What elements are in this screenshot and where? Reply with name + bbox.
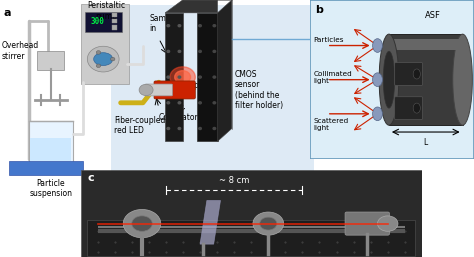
Text: Fiber-coupled
red LED: Fiber-coupled red LED: [114, 116, 166, 135]
Circle shape: [132, 216, 152, 231]
FancyBboxPatch shape: [81, 4, 128, 84]
Circle shape: [199, 102, 201, 104]
Text: Collimator: Collimator: [159, 113, 199, 122]
Text: Collimated
light: Collimated light: [314, 71, 353, 84]
FancyBboxPatch shape: [389, 34, 463, 125]
Circle shape: [87, 46, 119, 72]
Circle shape: [373, 39, 383, 52]
Circle shape: [213, 50, 216, 52]
Text: Overhead
stirrer: Overhead stirrer: [1, 41, 39, 60]
Polygon shape: [200, 200, 220, 244]
Ellipse shape: [94, 53, 113, 66]
FancyBboxPatch shape: [197, 13, 218, 141]
Ellipse shape: [379, 34, 399, 125]
FancyBboxPatch shape: [310, 0, 474, 159]
Polygon shape: [165, 0, 218, 13]
Circle shape: [167, 127, 170, 130]
FancyBboxPatch shape: [9, 161, 83, 175]
Circle shape: [199, 127, 201, 130]
Circle shape: [253, 212, 283, 235]
FancyBboxPatch shape: [81, 170, 422, 257]
Circle shape: [213, 76, 216, 78]
FancyBboxPatch shape: [345, 212, 390, 235]
FancyBboxPatch shape: [389, 39, 463, 50]
Ellipse shape: [170, 67, 195, 87]
FancyBboxPatch shape: [28, 121, 73, 162]
Text: Particle
suspension: Particle suspension: [29, 179, 73, 198]
Circle shape: [213, 127, 216, 130]
Circle shape: [178, 127, 181, 130]
Text: Sample
out: Sample out: [178, 81, 207, 100]
FancyBboxPatch shape: [87, 220, 415, 256]
Circle shape: [199, 76, 201, 78]
FancyBboxPatch shape: [85, 12, 122, 32]
FancyBboxPatch shape: [37, 51, 64, 70]
Ellipse shape: [175, 71, 191, 84]
Circle shape: [167, 102, 170, 104]
FancyBboxPatch shape: [30, 138, 72, 161]
Circle shape: [413, 69, 420, 79]
Text: Scattered
light: Scattered light: [314, 118, 349, 131]
FancyBboxPatch shape: [395, 97, 422, 120]
Circle shape: [110, 57, 115, 61]
FancyBboxPatch shape: [112, 13, 117, 17]
Circle shape: [260, 217, 277, 230]
Text: 300: 300: [91, 17, 104, 26]
Circle shape: [373, 73, 383, 87]
Circle shape: [199, 25, 201, 27]
Text: b: b: [315, 5, 323, 15]
Circle shape: [178, 102, 181, 104]
Circle shape: [167, 76, 170, 78]
Circle shape: [178, 76, 181, 78]
Circle shape: [178, 50, 181, 52]
Ellipse shape: [453, 34, 473, 125]
Circle shape: [96, 64, 100, 68]
FancyBboxPatch shape: [165, 13, 182, 141]
Circle shape: [123, 209, 161, 238]
Text: Particles: Particles: [314, 37, 344, 43]
Circle shape: [213, 25, 216, 27]
FancyBboxPatch shape: [395, 63, 422, 85]
Circle shape: [213, 102, 216, 104]
FancyBboxPatch shape: [112, 25, 117, 30]
Circle shape: [373, 107, 383, 121]
Ellipse shape: [383, 51, 395, 108]
Circle shape: [167, 50, 170, 52]
Circle shape: [139, 84, 153, 96]
Text: c: c: [87, 173, 94, 183]
Circle shape: [178, 25, 181, 27]
Circle shape: [413, 103, 420, 113]
Text: Sample
in: Sample in: [149, 14, 178, 33]
FancyBboxPatch shape: [145, 84, 173, 96]
Text: a: a: [3, 8, 11, 18]
Circle shape: [377, 216, 398, 231]
Circle shape: [167, 25, 170, 27]
Circle shape: [96, 51, 100, 54]
FancyBboxPatch shape: [112, 19, 117, 23]
Text: Peristaltic
pump: Peristaltic pump: [87, 1, 126, 21]
Circle shape: [199, 50, 201, 52]
Text: ~ 8 cm: ~ 8 cm: [219, 176, 249, 185]
Polygon shape: [218, 0, 232, 141]
FancyBboxPatch shape: [154, 81, 195, 99]
Text: ASF: ASF: [425, 11, 441, 20]
FancyBboxPatch shape: [111, 5, 314, 177]
Text: CMOS
sensor
(behind the
filter holder): CMOS sensor (behind the filter holder): [235, 70, 283, 110]
Text: L: L: [423, 138, 427, 147]
